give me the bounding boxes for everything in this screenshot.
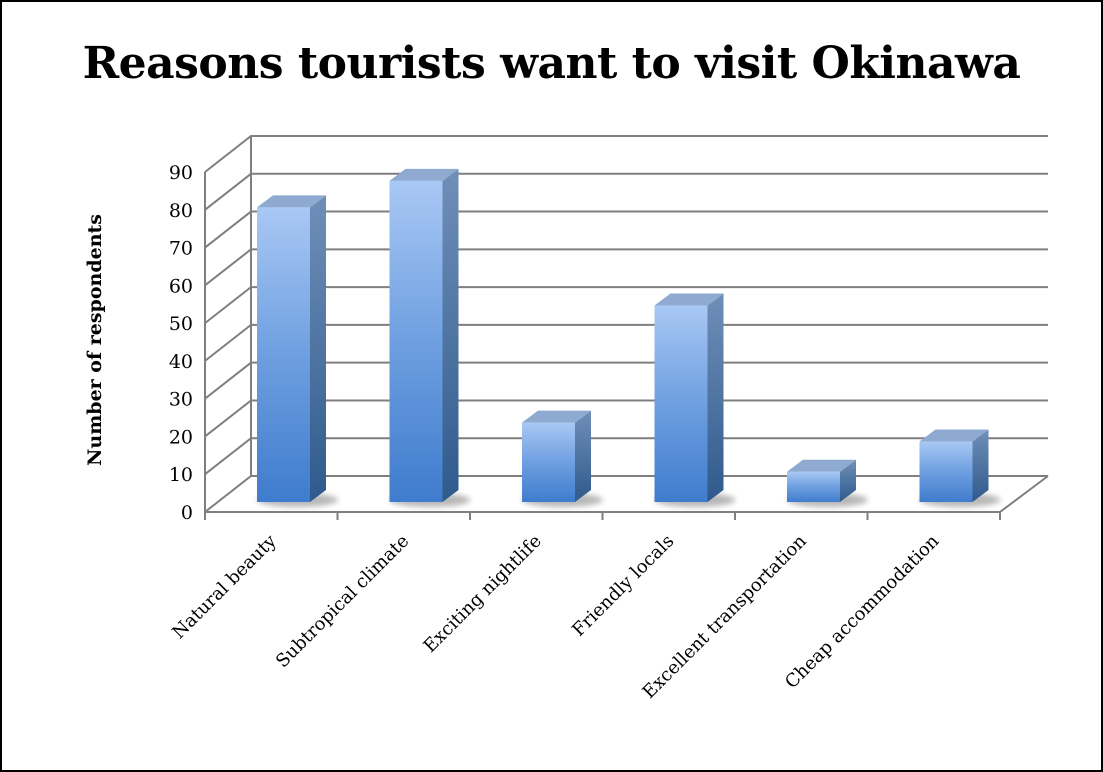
gridline <box>204 210 1048 249</box>
bar-side <box>840 459 856 502</box>
y-tick-label: 80 <box>169 200 193 222</box>
bar <box>522 422 575 502</box>
y-tick-label: 10 <box>169 464 193 486</box>
gridline <box>204 286 1048 324</box>
bar-layer <box>257 168 1001 507</box>
bar-top <box>257 195 326 208</box>
gridline <box>204 323 1048 362</box>
bar-top <box>919 429 989 442</box>
bar-side <box>575 410 591 502</box>
y-tick-label: 50 <box>169 313 193 335</box>
x-tick-label: Exciting nightlife <box>420 531 546 657</box>
x-tick-label: Natural beauty <box>168 530 281 643</box>
x-tick-label: Friendly locals <box>568 531 678 641</box>
bar-side <box>310 195 326 503</box>
y-tick-label: 20 <box>169 426 193 448</box>
bar-side <box>707 293 724 502</box>
y-tick-label: 0 <box>181 502 193 524</box>
y-tick-label: 90 <box>169 162 193 184</box>
x-tick-label: Subtropical climate <box>272 531 413 672</box>
bar <box>654 305 708 502</box>
bar-top <box>787 459 856 472</box>
y-axis-label: Number of respondents <box>84 214 106 466</box>
bar-top <box>522 410 591 423</box>
gridline <box>204 361 1048 400</box>
gridline <box>204 135 1048 173</box>
gridline <box>204 248 1048 287</box>
bar <box>787 471 840 502</box>
bar <box>257 207 310 503</box>
x-tick-label: Cheap accommodation <box>781 530 943 692</box>
y-tick-label: 30 <box>169 389 193 411</box>
bar-top <box>389 168 459 181</box>
bar <box>919 441 973 502</box>
bar-side <box>442 168 459 502</box>
gridline <box>204 399 1048 438</box>
y-tick-label: 40 <box>169 351 193 373</box>
gridline <box>204 172 1048 211</box>
y-tick-label: 60 <box>169 275 193 297</box>
chart-title: Reasons tourists want to visit Okinawa <box>82 38 1021 89</box>
bar <box>389 180 443 502</box>
bar-side <box>972 429 989 502</box>
bar-top <box>654 293 724 306</box>
axis-layer <box>204 136 1049 520</box>
y-tick-label: 70 <box>169 238 193 260</box>
